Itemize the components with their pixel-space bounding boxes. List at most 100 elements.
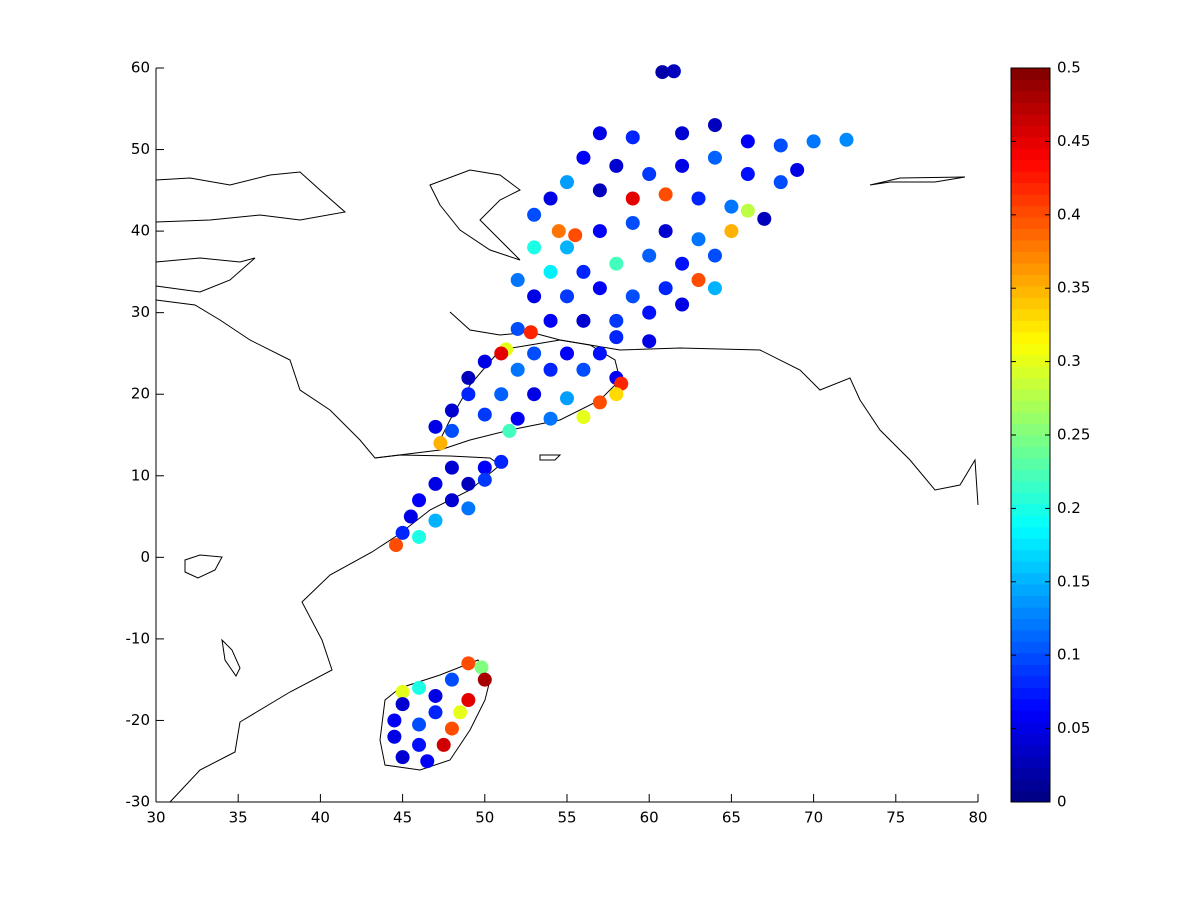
colorbar-segment	[1011, 400, 1050, 413]
scatter-point	[666, 64, 681, 79]
colorbar-tick-label: 0.35	[1057, 279, 1090, 297]
colorbar-segment	[1011, 113, 1050, 126]
x-tick-label: 60	[640, 809, 659, 827]
colorbar-segment	[1011, 194, 1050, 207]
coastline	[869, 176, 966, 186]
colorbar-segment	[1011, 629, 1050, 642]
colorbar-segment	[1011, 389, 1050, 402]
scatter-point	[477, 472, 492, 487]
y-tick-label: -30	[126, 793, 151, 811]
colorbar-segment	[1011, 607, 1050, 619]
colorbar-tick-label: 0.25	[1057, 426, 1090, 444]
colorbar-segment	[1011, 733, 1050, 746]
scatter-point	[642, 248, 657, 263]
scatter-point	[707, 118, 722, 133]
colorbar-segment	[1011, 687, 1050, 700]
colorbar-segment	[1011, 480, 1050, 493]
scatter-point	[477, 407, 492, 422]
scatter-point	[428, 419, 443, 434]
scatter-point	[609, 256, 624, 271]
colorbar-segment	[1011, 767, 1050, 780]
scatter-point	[625, 289, 640, 304]
scatter-point	[510, 411, 525, 426]
scatter-point	[543, 264, 558, 279]
scatter-point	[494, 387, 509, 402]
colorbar-segment	[1011, 90, 1050, 103]
colorbar-segment	[1011, 251, 1050, 264]
colorbar-segment	[1011, 68, 1050, 80]
scatter-point	[502, 423, 517, 438]
colorbar-tick-label: 0.2	[1057, 499, 1081, 517]
coastline	[155, 257, 256, 293]
colorbar-segment	[1011, 136, 1050, 149]
scatter-point	[609, 330, 624, 345]
scatter-point	[658, 281, 673, 296]
scatter-point	[494, 454, 509, 469]
scatter-point	[428, 705, 443, 720]
scatter-point	[395, 697, 410, 712]
scatter-point	[675, 158, 690, 173]
scatter-point	[592, 183, 607, 198]
scatter-point	[757, 211, 772, 226]
colorbar-segment	[1011, 698, 1050, 711]
colorbar-segment	[1011, 710, 1050, 723]
x-tick-label: 40	[311, 809, 330, 827]
scatter-point	[444, 721, 459, 736]
scatter-points	[387, 64, 854, 769]
scatter-point	[510, 273, 525, 288]
scatter-point	[790, 162, 805, 177]
colorbar-segment	[1011, 641, 1050, 654]
scatter-point	[592, 346, 607, 361]
colorbar-segment	[1011, 102, 1050, 115]
colorbar-segment	[1011, 492, 1050, 505]
scatter-point	[576, 362, 591, 377]
colorbar-segment	[1011, 503, 1050, 516]
scatter-point	[395, 684, 410, 699]
scatter-point	[403, 509, 418, 524]
colorbar-segment	[1011, 756, 1050, 769]
scatter-point	[740, 167, 755, 182]
scatter-point	[609, 313, 624, 328]
colorbar-segment	[1011, 205, 1050, 218]
scatter-point	[675, 126, 690, 141]
scatter-point	[477, 672, 492, 687]
scatter-point	[395, 750, 410, 765]
x-tick-label: 50	[475, 809, 494, 827]
scatter-point	[543, 313, 558, 328]
colorbar-tick-label: 0.1	[1057, 646, 1081, 664]
scatter-point	[461, 501, 476, 516]
scatter-point	[444, 423, 459, 438]
scatter-point	[444, 403, 459, 418]
colorbar-segment	[1011, 652, 1050, 665]
scatter-point	[543, 362, 558, 377]
scatter-point	[543, 411, 558, 426]
scatter-point	[560, 391, 574, 406]
scatter-point	[560, 346, 574, 361]
y-tick-label: -20	[126, 711, 151, 729]
scatter-point	[675, 297, 690, 312]
colorbar-segment	[1011, 584, 1050, 597]
colorbar-segment	[1011, 148, 1050, 161]
scatter-point	[773, 175, 788, 190]
colorbar-segment	[1011, 171, 1050, 184]
y-tick-label: 10	[131, 466, 150, 484]
x-tick-label: 45	[393, 809, 412, 827]
coastline	[429, 169, 521, 261]
x-tick-label: 30	[146, 809, 165, 827]
colorbar-segment	[1011, 217, 1050, 230]
scatter-point	[387, 729, 402, 744]
scatter-point	[444, 672, 459, 687]
colorbar-segment	[1011, 240, 1050, 252]
scatter-point	[642, 334, 657, 349]
scatter-point	[576, 410, 591, 425]
scatter-point	[576, 313, 591, 328]
scatter-point	[560, 240, 574, 255]
colorbar-segment	[1011, 274, 1050, 287]
colorbar-segment	[1011, 446, 1050, 459]
scatter-point	[773, 138, 788, 153]
scatter-point	[461, 370, 476, 385]
scatter-point	[527, 387, 542, 402]
colorbar-tick-label: 0.15	[1057, 572, 1090, 590]
x-tick-label: 75	[886, 809, 905, 827]
